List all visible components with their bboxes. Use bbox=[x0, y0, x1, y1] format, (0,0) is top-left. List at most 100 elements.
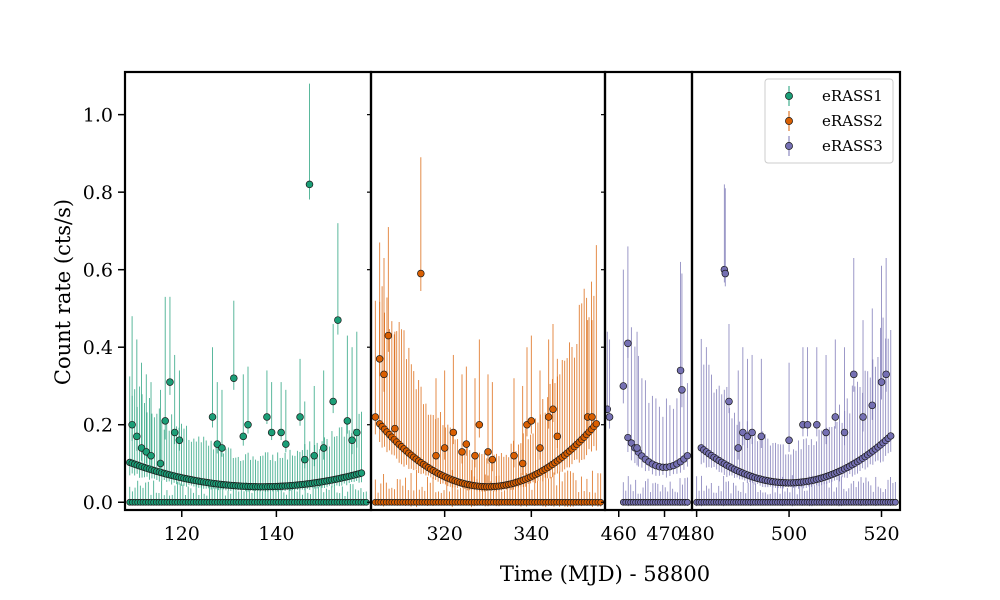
data-point bbox=[859, 413, 867, 421]
panel-3 bbox=[605, 246, 692, 507]
legend: eRASS1 eRASS2 eRASS3 bbox=[764, 78, 894, 164]
y-tick-label: 0.6 bbox=[83, 260, 113, 282]
x-tick-label: 520 bbox=[863, 523, 899, 545]
panel-frame bbox=[690, 70, 902, 512]
baseline-point bbox=[892, 498, 899, 506]
data-point bbox=[725, 397, 733, 406]
legend-label: eRASS1 bbox=[822, 87, 883, 105]
data-point bbox=[147, 451, 155, 460]
data-point bbox=[440, 444, 449, 452]
data-point bbox=[449, 428, 458, 437]
legend-entry-erass1: eRASS1 bbox=[785, 86, 883, 106]
data-point bbox=[334, 316, 342, 324]
legend-entry-erass3: eRASS3 bbox=[785, 136, 883, 156]
panel-2 bbox=[371, 157, 605, 508]
legend-marker bbox=[785, 142, 793, 150]
data-point bbox=[301, 455, 309, 464]
y-tick-label: 0.2 bbox=[83, 415, 113, 437]
legend-marker bbox=[785, 92, 793, 100]
data-point bbox=[310, 451, 318, 460]
data-point bbox=[721, 269, 730, 278]
data-point bbox=[319, 444, 328, 452]
curve-point bbox=[357, 469, 366, 477]
data-point bbox=[417, 269, 425, 278]
data-point bbox=[380, 370, 388, 379]
data-point bbox=[678, 386, 686, 394]
legend-label: eRASS3 bbox=[822, 137, 883, 155]
data-point bbox=[353, 428, 361, 437]
data-point bbox=[588, 413, 596, 421]
frames-layer bbox=[123, 70, 902, 512]
data-point bbox=[166, 378, 174, 386]
data-point bbox=[432, 451, 440, 460]
data-point bbox=[840, 428, 849, 437]
x-tick-label: 140 bbox=[258, 523, 294, 545]
data-point bbox=[391, 424, 399, 433]
curve-point bbox=[592, 420, 600, 428]
x-tick-label: 340 bbox=[513, 523, 549, 545]
data-point bbox=[734, 444, 742, 452]
data-point bbox=[757, 432, 766, 441]
data-point bbox=[619, 382, 628, 390]
y-tick-label: 0.8 bbox=[83, 182, 113, 204]
data-point bbox=[133, 432, 141, 441]
data-point bbox=[282, 440, 290, 448]
data-point bbox=[850, 370, 858, 379]
data-point bbox=[343, 417, 352, 425]
data-point bbox=[471, 451, 479, 460]
data-point bbox=[633, 444, 641, 452]
data-point bbox=[239, 432, 248, 441]
x-tick-label: 320 bbox=[427, 523, 463, 545]
data-point bbox=[263, 413, 271, 421]
data-point bbox=[156, 459, 165, 468]
x-tick-label: 500 bbox=[771, 523, 807, 545]
x-tick-label: 120 bbox=[164, 523, 200, 545]
legend-box bbox=[764, 78, 894, 164]
data-point bbox=[230, 374, 238, 382]
data-point bbox=[348, 436, 356, 444]
x-tick-label: 480 bbox=[678, 523, 714, 545]
data-point bbox=[175, 436, 184, 444]
data-point bbox=[277, 428, 285, 437]
data-point bbox=[384, 331, 393, 340]
data-point bbox=[803, 420, 812, 429]
data-point bbox=[170, 428, 179, 437]
data-point bbox=[544, 413, 553, 421]
data-point bbox=[375, 355, 384, 363]
data-point bbox=[458, 448, 466, 456]
data-point bbox=[510, 451, 518, 460]
data-point bbox=[305, 180, 314, 189]
data-point bbox=[218, 444, 226, 452]
data-point bbox=[605, 413, 614, 421]
data-point bbox=[676, 366, 685, 375]
data-point bbox=[624, 339, 632, 348]
data-point bbox=[518, 459, 527, 468]
data-point bbox=[536, 444, 544, 452]
legend-label: eRASS2 bbox=[822, 112, 883, 130]
data-point bbox=[329, 397, 337, 406]
data-point bbox=[208, 413, 217, 421]
curve-point bbox=[683, 452, 692, 460]
y-tick-label: 0.0 bbox=[83, 492, 113, 514]
data-point bbox=[813, 420, 821, 429]
data-point bbox=[822, 428, 830, 437]
data-point bbox=[371, 413, 380, 421]
data-point bbox=[296, 413, 304, 421]
x-axis-title: Time (MJD) - 58800 bbox=[500, 562, 710, 586]
baseline-point bbox=[684, 498, 691, 506]
data-point bbox=[882, 370, 890, 379]
panels-layer bbox=[126, 83, 899, 508]
data-point bbox=[877, 378, 886, 386]
data-point bbox=[549, 405, 557, 413]
data-point bbox=[267, 428, 276, 437]
data-point bbox=[488, 455, 497, 464]
data-point bbox=[484, 448, 492, 456]
data-point bbox=[244, 420, 252, 429]
y-tick-label: 0.4 bbox=[83, 337, 113, 359]
legend-marker bbox=[785, 117, 793, 125]
data-point bbox=[785, 436, 793, 444]
legend-entry-erass2: eRASS2 bbox=[785, 111, 883, 131]
y-tick-label: 1.0 bbox=[83, 105, 113, 127]
